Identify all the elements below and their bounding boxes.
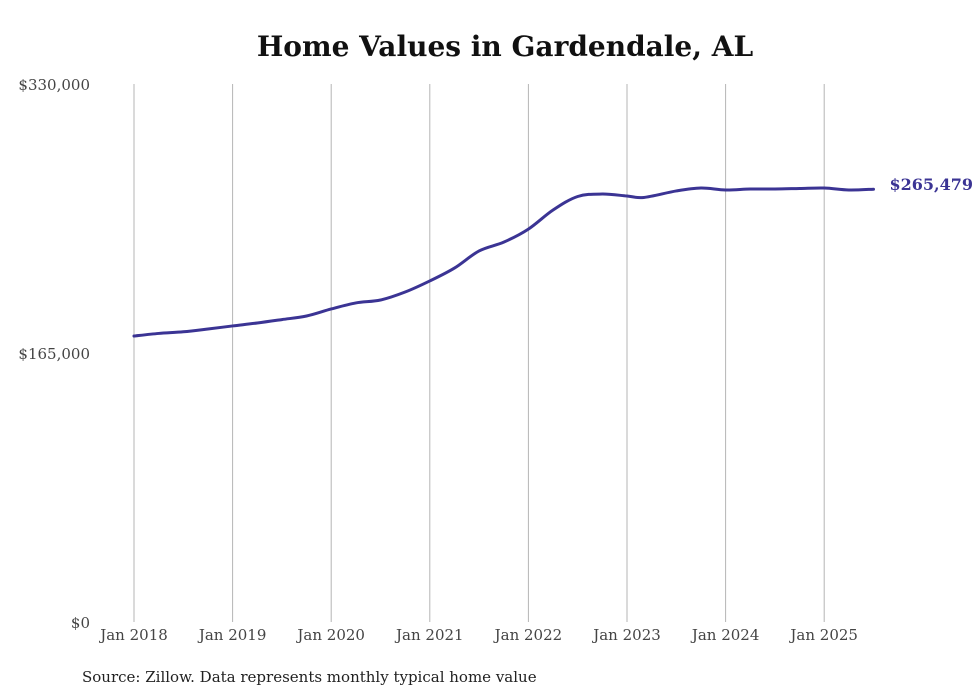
y-tick-label: $330,000 xyxy=(18,76,90,94)
source-note: Source: Zillow. Data represents monthly … xyxy=(82,668,537,686)
x-tick-label: Jan 2021 xyxy=(394,626,464,644)
y-tick-label: $165,000 xyxy=(18,345,90,363)
x-tick-label: Jan 2022 xyxy=(493,626,563,644)
x-tick-label: Jan 2023 xyxy=(591,626,661,644)
x-tick-label: Jan 2025 xyxy=(788,626,858,644)
series-line xyxy=(132,186,875,338)
x-tick-label: Jan 2018 xyxy=(98,626,168,644)
x-tick-label: Jan 2024 xyxy=(690,626,760,644)
end-value-label: $265,479 xyxy=(890,175,974,194)
x-tick-label: Jan 2019 xyxy=(197,626,267,644)
y-tick-label: $0 xyxy=(71,614,90,632)
x-tick-label: Jan 2020 xyxy=(295,626,365,644)
chart-title: Home Values in Gardendale, AL xyxy=(256,30,754,63)
